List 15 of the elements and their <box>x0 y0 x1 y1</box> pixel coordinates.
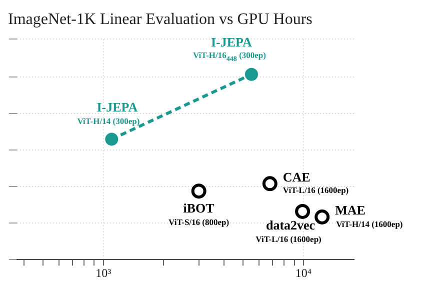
x-tick-label: 10³ <box>96 266 112 280</box>
annotation: I-JEPA <box>211 34 252 50</box>
annotation: ViT-H/14 (1600ep) <box>336 218 403 229</box>
annotation: CAE <box>282 169 310 184</box>
annotation: iBOT <box>183 200 214 216</box>
annotation: ViT-S/16 (800ep) <box>168 216 230 227</box>
annotation: MAE <box>335 202 366 218</box>
text: ViT-H/16$_{448}$ (300ep) <box>192 50 266 64</box>
chart-title: ImageNet-1K Linear Evaluation vs GPU Hours <box>8 10 312 28</box>
annotation: ViT-H/14 (300ep) <box>77 116 140 126</box>
annotation: I-JEPA <box>96 100 138 115</box>
x-tick-label: 10⁴ <box>295 266 312 280</box>
annotation: ViT-L/16 (1600ep) <box>256 234 322 244</box>
annotation: data2vec <box>266 218 316 233</box>
annotation: ViT-L/16 (1600ep) <box>282 184 349 194</box>
